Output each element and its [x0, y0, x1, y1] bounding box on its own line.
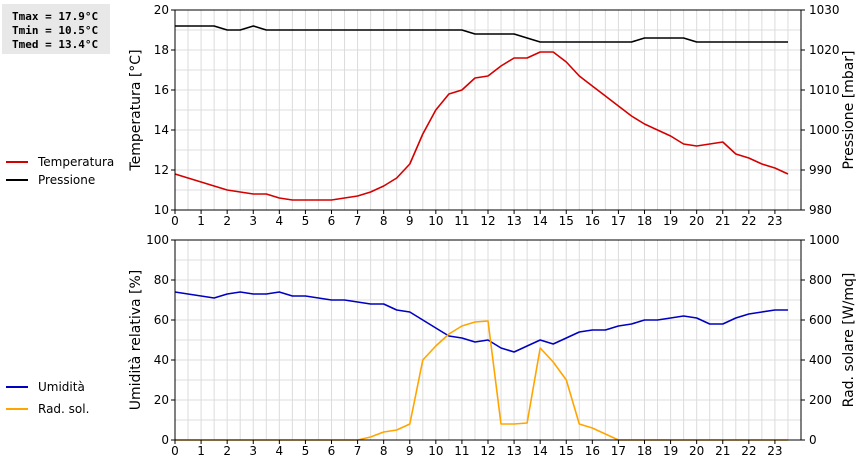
y-tick-label: 0 [161, 433, 169, 447]
tick-labels: 0 1 2 3 4 5 6 7 8 9 10 11 12 13 14 15 16 17 18 19 20 21 22 2310… [154, 3, 840, 228]
x-tick-label: 10 [428, 444, 443, 458]
x-tick-label: 3 [249, 444, 257, 458]
stat-tmax: Tmax = 17.9°C [12, 10, 98, 23]
y-tick-label: 16 [154, 83, 169, 97]
x-tick-label: 0 [171, 444, 179, 458]
x-tick-label: 5 [302, 214, 310, 228]
x-tick-label: 12 [480, 214, 495, 228]
x-tick-label: 14 [533, 214, 548, 228]
x-tick-label: 3 [249, 214, 257, 228]
x-tick-label: 14 [533, 444, 548, 458]
x-tick-label: 1 [197, 214, 205, 228]
x-tick-label: 16 [585, 214, 600, 228]
y2-tick-label: 0 [809, 433, 817, 447]
x-tick-label: 2 [223, 214, 231, 228]
legend-label: Rad. sol. [38, 402, 89, 416]
x-tick-label: 19 [663, 444, 678, 458]
x-tick-label: 23 [767, 444, 782, 458]
humidity-radiation-panel: 0 1 2 3 4 5 6 7 8 9 10 11 12 13 14 15 16 17 18 19 20 21 22 2302… [6, 233, 857, 458]
y2-tick-label: 400 [809, 353, 832, 367]
temperature-pressure-panel: 0 1 2 3 4 5 6 7 8 9 10 11 12 13 14 15 16 17 18 19 20 21 22 2310… [6, 3, 857, 228]
x-tick-label: 21 [715, 444, 730, 458]
x-tick-label: 6 [328, 444, 336, 458]
x-tick-label: 18 [637, 444, 652, 458]
x-tick-label: 13 [506, 214, 521, 228]
x-tick-label: 7 [354, 214, 362, 228]
y2-tick-label: 1010 [809, 83, 840, 97]
y2-tick-label: 1000 [809, 233, 840, 247]
y2-axis-label: Rad. solare [W/mq] [841, 273, 857, 408]
x-tick-label: 18 [637, 214, 652, 228]
legend-label: Umidità [38, 380, 85, 394]
x-tick-label: 10 [428, 214, 443, 228]
x-tick-label: 19 [663, 214, 678, 228]
y-tick-label: 12 [154, 163, 169, 177]
x-tick-label: 0 [171, 214, 179, 228]
series-lines [174, 25, 789, 201]
x-tick-label: 15 [559, 214, 574, 228]
y-tick-label: 10 [154, 203, 169, 217]
y-axis-label: Temperatura [°C] [128, 49, 144, 171]
x-tick-label: 22 [741, 444, 756, 458]
x-tick-label: 2 [223, 444, 231, 458]
x-tick-label: 7 [354, 444, 362, 458]
grid [175, 240, 801, 440]
y2-tick-label: 1020 [809, 43, 840, 57]
y-axis-label: Umidità relativa [%] [128, 270, 144, 411]
y-tick-label: 80 [154, 273, 169, 287]
stats-box: Tmax = 17.9°C Tmin = 10.5°C Tmed = 13.4°… [2, 4, 110, 54]
x-tick-label: 4 [276, 214, 284, 228]
x-tick-label: 13 [506, 444, 521, 458]
y2-axis-label: Pressione [mbar] [841, 50, 857, 169]
x-tick-label: 11 [454, 214, 469, 228]
x-tick-label: 17 [611, 444, 626, 458]
x-tick-label: 8 [380, 444, 388, 458]
y2-tick-label: 600 [809, 313, 832, 327]
y-tick-label: 20 [154, 393, 169, 407]
y-tick-label: 14 [154, 123, 169, 137]
x-tick-label: 4 [276, 444, 284, 458]
legend: Temperatura Pressione [6, 155, 114, 187]
legend: Umidità Rad. sol. [6, 380, 89, 416]
y-tick-label: 100 [146, 233, 169, 247]
x-tick-label: 8 [380, 214, 388, 228]
x-tick-label: 9 [406, 444, 414, 458]
y2-tick-label: 800 [809, 273, 832, 287]
y2-tick-label: 990 [809, 163, 832, 177]
y2-tick-label: 1030 [809, 3, 840, 17]
x-tick-label: 16 [585, 444, 600, 458]
grid [175, 10, 801, 210]
y-tick-label: 20 [154, 3, 169, 17]
y2-tick-label: 980 [809, 203, 832, 217]
series-line-pressione [175, 25, 788, 43]
x-tick-label: 20 [689, 214, 704, 228]
x-tick-label: 17 [611, 214, 626, 228]
x-tick-label: 23 [767, 214, 782, 228]
legend-label: Temperatura [37, 155, 114, 169]
x-tick-label: 5 [302, 444, 310, 458]
x-tick-label: 22 [741, 214, 756, 228]
y-tick-label: 18 [154, 43, 169, 57]
y2-tick-label: 200 [809, 393, 832, 407]
stats-box-background [2, 4, 110, 54]
tick-labels: 0 1 2 3 4 5 6 7 8 9 10 11 12 13 14 15 16 17 18 19 20 21 22 2302… [146, 233, 839, 458]
x-tick-label: 15 [559, 444, 574, 458]
series-line-umidit [174, 291, 788, 353]
x-tick-label: 1 [197, 444, 205, 458]
x-tick-label: 6 [328, 214, 336, 228]
x-tick-label: 21 [715, 214, 730, 228]
y2-tick-label: 1000 [809, 123, 840, 137]
y-tick-label: 60 [154, 313, 169, 327]
stat-tmin: Tmin = 10.5°C [12, 24, 98, 37]
x-tick-label: 11 [454, 444, 469, 458]
x-tick-label: 9 [406, 214, 414, 228]
y-tick-label: 40 [154, 353, 169, 367]
series-line-temperatura [174, 51, 789, 201]
stat-tmed: Tmed = 13.4°C [12, 38, 98, 51]
x-tick-label: 20 [689, 444, 704, 458]
legend-label: Pressione [38, 173, 95, 187]
x-tick-label: 12 [480, 444, 495, 458]
series-lines [174, 291, 788, 441]
